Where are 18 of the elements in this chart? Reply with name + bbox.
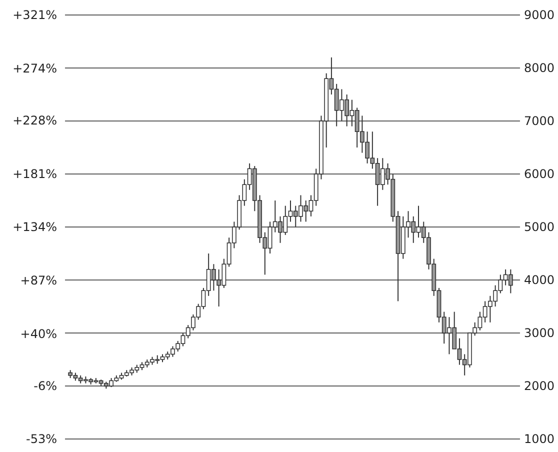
y-tick-label: +87% (20, 273, 57, 288)
y-tick-label: +274% (12, 61, 57, 76)
y2-tick-label: 7000 (524, 114, 555, 128)
y2-tick-label: 6000 (524, 167, 555, 182)
y-tick-label: +321% (12, 8, 57, 22)
y-tick-label: -53% (26, 432, 57, 446)
y-tick-label: +181% (12, 166, 57, 181)
y2-tick-label: 2000 (524, 379, 555, 394)
y-tick-label: +134% (12, 220, 57, 234)
y2-tick-label: 8000 (524, 61, 555, 76)
y2-tick-label: 1000 (524, 432, 555, 446)
y-tick-label: -6% (34, 378, 57, 393)
y2-tick-label: 4000 (524, 273, 555, 288)
y-tick-label: +40% (20, 326, 57, 341)
y2-tick-label: 9000 (524, 8, 555, 22)
y-tick-label: +228% (12, 114, 57, 128)
y2-tick-label: 5000 (524, 220, 555, 234)
y2-tick-label: 3000 (524, 326, 555, 340)
